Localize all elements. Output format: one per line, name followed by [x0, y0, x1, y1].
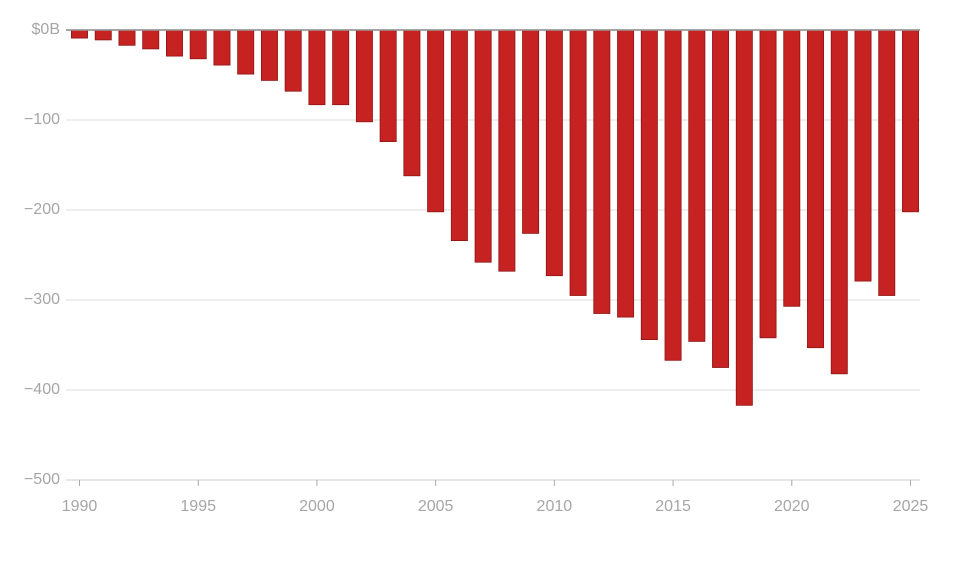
bar — [759, 29, 777, 339]
x-tick-label: 2015 — [655, 498, 691, 515]
bar — [664, 29, 682, 361]
y-tick-label: −200 — [24, 201, 60, 218]
bar — [355, 29, 373, 123]
bar — [332, 29, 350, 106]
y-tick-label: −500 — [24, 471, 60, 488]
bar — [878, 29, 896, 296]
bar — [593, 29, 611, 314]
bar — [807, 29, 825, 349]
x-tick-label: 2010 — [537, 498, 573, 515]
bar — [830, 29, 848, 375]
bar — [545, 29, 563, 277]
y-tick-label: −400 — [24, 381, 60, 398]
bar — [854, 29, 872, 282]
bar — [617, 29, 635, 318]
bar — [213, 29, 231, 66]
bar — [189, 29, 207, 60]
x-tick-label: 2000 — [299, 498, 335, 515]
bar — [260, 29, 278, 81]
bar — [118, 29, 136, 46]
x-tick-label: 1995 — [180, 498, 216, 515]
x-tick-label: 2020 — [774, 498, 810, 515]
bar — [902, 29, 919, 213]
bar — [450, 29, 468, 242]
bar — [522, 29, 540, 234]
bar — [237, 29, 255, 75]
bar — [403, 29, 421, 177]
x-tick-label: 2025 — [893, 498, 929, 515]
bar — [142, 29, 160, 50]
bar — [688, 29, 706, 342]
bar — [71, 29, 88, 39]
bar — [712, 29, 730, 368]
bar — [284, 29, 302, 92]
bar — [498, 29, 516, 272]
bar — [735, 29, 753, 406]
bar — [783, 29, 801, 307]
x-tick-label: 2005 — [418, 498, 454, 515]
bar — [94, 29, 112, 41]
bar — [165, 29, 183, 57]
y-tick-label: −100 — [24, 111, 60, 128]
y-tick-label: −300 — [24, 291, 60, 308]
bar — [640, 29, 658, 341]
bar — [569, 29, 587, 296]
bar — [308, 29, 326, 106]
y-tick-label: $0B — [32, 21, 60, 38]
x-tick-label: 1990 — [62, 498, 98, 515]
bar — [474, 29, 492, 263]
bar — [427, 29, 445, 213]
bar — [379, 29, 397, 142]
